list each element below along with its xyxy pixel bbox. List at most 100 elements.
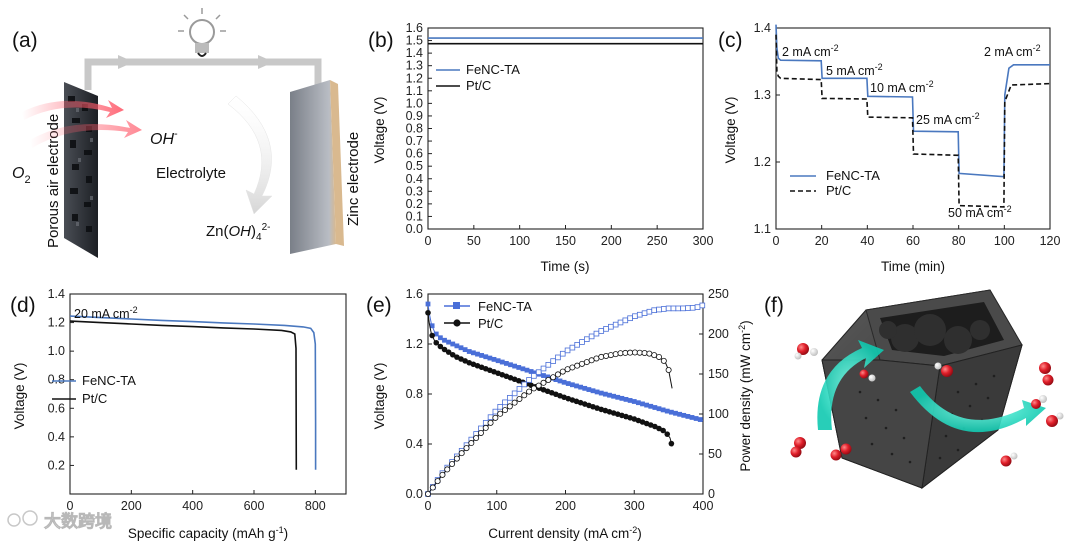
e-marker-ptc-power bbox=[559, 368, 566, 375]
panel-label-a: (a) bbox=[12, 29, 38, 52]
e-marker-ptc-power bbox=[497, 410, 504, 417]
c-series-ptc bbox=[775, 34, 1051, 208]
y-tick-label: 1.4 bbox=[48, 287, 65, 301]
x-tick-label: 100 bbox=[994, 234, 1015, 248]
e-marker-fenc-power bbox=[545, 361, 552, 368]
e-marker-fenc-power bbox=[579, 339, 585, 345]
e-marker-fenc-power bbox=[641, 310, 648, 316]
e-marker-ptc-power bbox=[656, 353, 663, 360]
e-marker-ptc bbox=[433, 339, 440, 346]
e-marker-ptc-power bbox=[622, 349, 629, 356]
e-marker-fenc bbox=[582, 385, 588, 391]
d-ylabel: Voltage (V) bbox=[12, 363, 27, 430]
e-marker-fenc bbox=[677, 411, 683, 417]
x-tick-label: 100 bbox=[486, 499, 507, 513]
e-marker-fenc bbox=[685, 414, 691, 419]
e-marker-fenc-power bbox=[559, 350, 566, 357]
y2-tick-label: 50 bbox=[708, 447, 722, 461]
lightbulb-icon bbox=[178, 8, 226, 57]
e-marker-ptc-power bbox=[617, 350, 624, 357]
c-xlabel: Time (min) bbox=[881, 259, 945, 274]
x-tick-label: 250 bbox=[647, 234, 668, 248]
e-marker-fenc bbox=[635, 400, 641, 406]
y-tick-label: 1.2 bbox=[48, 316, 65, 330]
y-tick-label: 0.0 bbox=[406, 487, 423, 501]
e-series bbox=[424, 301, 706, 497]
e-marker-fenc bbox=[462, 347, 468, 353]
e-marker-ptc-power bbox=[473, 434, 480, 441]
e-marker-ptc bbox=[425, 309, 431, 316]
e-marker-fenc-power bbox=[482, 419, 489, 426]
x-tick-label: 200 bbox=[601, 234, 622, 248]
panel-c-chart: (c) 0 20 40 60 80 100 120 1.1 1.2 1.3 1.4 2 mA cm-… bbox=[718, 21, 1060, 274]
e-marker-fenc-power bbox=[689, 304, 696, 311]
e-marker-fenc-power bbox=[627, 315, 633, 322]
e-marker-ptc-power bbox=[607, 352, 614, 359]
e-marker-fenc-power bbox=[521, 381, 528, 388]
e-marker-fenc bbox=[479, 353, 485, 358]
e-marker-fenc bbox=[664, 408, 670, 414]
x-tick-label: 0 bbox=[425, 499, 432, 513]
e-marker-ptc-power bbox=[530, 385, 537, 392]
y-tick-label: 0.4 bbox=[406, 437, 423, 451]
b-ylabel: Voltage (V) bbox=[372, 97, 387, 164]
e-marker-ptc bbox=[445, 349, 452, 355]
e-marker-ptc-power bbox=[603, 352, 610, 359]
d-series-fenc bbox=[69, 315, 317, 470]
e-marker-fenc-power bbox=[598, 328, 605, 334]
e-marker-fenc bbox=[565, 381, 571, 386]
e-marker-ptc-power bbox=[506, 403, 513, 410]
e-marker-fenc bbox=[503, 361, 509, 366]
e-legend-ptc: Pt/C bbox=[478, 316, 503, 331]
e-marker-fenc-power bbox=[617, 319, 624, 326]
e-marker-fenc-power bbox=[555, 354, 561, 361]
e-marker-ptc-power bbox=[424, 490, 431, 497]
e-marker-ptc-power bbox=[593, 355, 600, 362]
e-legend: FeNC-TA Pt/C bbox=[444, 299, 532, 331]
e-marker-fenc-power bbox=[675, 305, 682, 312]
e-marker-fenc bbox=[594, 389, 600, 395]
e-marker-fenc-power bbox=[665, 305, 672, 312]
c-annotation-50ma: 50 mA cm-2 bbox=[948, 204, 1012, 220]
e-marker-ptc-power bbox=[641, 349, 648, 356]
e-marker-fenc-power bbox=[516, 386, 523, 392]
e-marker-ptc-power bbox=[458, 450, 465, 457]
e-marker-fenc-power bbox=[497, 403, 503, 410]
e-marker-ptc bbox=[449, 351, 456, 358]
hydroxide-label: OH- bbox=[150, 128, 178, 148]
e-marker-fenc bbox=[644, 402, 650, 408]
e-marker-fenc-power bbox=[531, 373, 537, 379]
e-marker-fenc-power bbox=[550, 358, 556, 364]
x-tick-label: 300 bbox=[693, 234, 714, 248]
b-legend: FeNC-TA Pt/C bbox=[436, 62, 520, 93]
y-tick-label: 0.1 bbox=[406, 209, 423, 223]
x-tick-label: 60 bbox=[906, 234, 920, 248]
x-tick-label: 100 bbox=[509, 234, 530, 248]
c-legend: FeNC-TA Pt/C bbox=[790, 168, 880, 198]
y-tick-label: 1.1 bbox=[406, 84, 423, 98]
e-marker-fenc bbox=[681, 412, 687, 418]
e-marker-fenc bbox=[425, 301, 431, 307]
oxygen-molecule bbox=[830, 443, 852, 461]
c-annotation-25ma: 25 mA cm-2 bbox=[916, 111, 980, 127]
e-marker-ptc bbox=[660, 427, 666, 434]
e-marker-fenc bbox=[648, 403, 654, 409]
e-marker-fenc bbox=[516, 365, 522, 370]
b-legend-fenc: FeNC-TA bbox=[466, 62, 520, 77]
e-marker-fenc-power bbox=[511, 390, 518, 397]
x-tick-label: 200 bbox=[121, 499, 142, 513]
e-marker-ptc-power bbox=[439, 471, 446, 478]
b-xlabel: Time (s) bbox=[541, 259, 590, 274]
water-molecule bbox=[794, 343, 818, 360]
c-ylabel: Voltage (V) bbox=[723, 97, 738, 164]
e-marker-ptc-power bbox=[453, 455, 460, 462]
c-legend-ptc: Pt/C bbox=[826, 183, 851, 198]
e-marker-ptc bbox=[664, 431, 671, 437]
x-tick-label: 120 bbox=[1040, 234, 1061, 248]
c-annotation-2ma: 2 mA cm-2 bbox=[782, 43, 839, 59]
y2-tick-label: 200 bbox=[708, 327, 729, 341]
x-tick-label: 20 bbox=[815, 234, 829, 248]
panel-label-e: (e) bbox=[366, 294, 392, 317]
current-arrow-right bbox=[258, 55, 274, 69]
e-marker-fenc-power bbox=[699, 302, 706, 309]
